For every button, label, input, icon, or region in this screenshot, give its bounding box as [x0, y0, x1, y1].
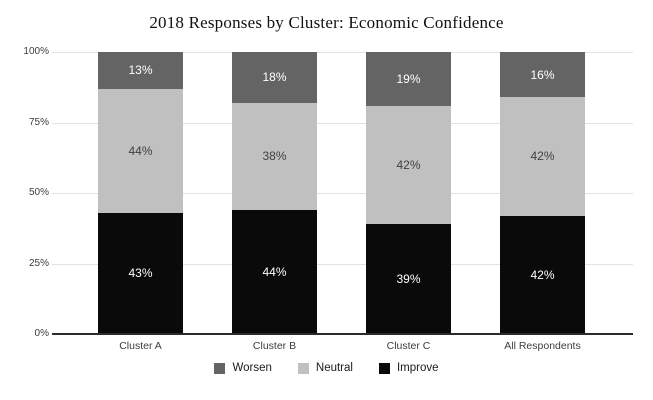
y-tick-label: 100% [23, 46, 49, 57]
legend-swatch [378, 362, 390, 374]
legend: Worsen Neutral Improve [0, 362, 653, 374]
bar-cluster-a: 13% 44% 43% [98, 52, 183, 334]
segment-improve: 43% [98, 212, 183, 334]
y-tick-label: 75% [28, 116, 49, 128]
gridline [52, 263, 633, 265]
legend-label: Neutral [315, 362, 353, 374]
x-axis-line [52, 333, 633, 335]
legend-label: Worsen [232, 362, 272, 374]
x-axis-label: All Respondents [504, 340, 581, 352]
segment-value-label: 42% [396, 157, 421, 172]
chart-title: 2018 Responses by Cluster: Economic Conf… [149, 13, 504, 32]
segment-value-label: 42% [530, 267, 555, 282]
segment-worsen: 16% [500, 52, 585, 98]
legend-item-worsen: Worsen [214, 362, 272, 374]
segment-neutral: 42% [500, 97, 585, 216]
bar-cluster-c: 19% 42% 39% [366, 52, 451, 334]
segment-worsen: 13% [98, 52, 183, 89]
segment-worsen: 19% [366, 52, 451, 106]
segment-value-label: 44% [262, 264, 287, 279]
x-axis-labels: Cluster A Cluster B Cluster C All Responden… [52, 340, 633, 352]
gridline [52, 52, 633, 53]
x-axis-label: Cluster A [119, 340, 162, 352]
bar-cluster-b: 18% 38% 44% [232, 52, 317, 334]
plot-area: 13% 44% 43% 18% 38% 44% 19% 42% 39% 16% 42% 42% [52, 52, 633, 335]
segment-value-label: 19% [396, 71, 421, 86]
legend-item-neutral: Neutral [297, 362, 353, 374]
legend-swatch [214, 362, 226, 374]
x-axis-label: Cluster B [252, 340, 297, 352]
segment-value-label: 13% [128, 63, 153, 78]
y-tick-label: 0% [34, 328, 49, 339]
gridline [52, 122, 633, 124]
segment-improve: 42% [500, 215, 585, 334]
segment-value-label: 44% [128, 143, 153, 158]
segment-neutral: 44% [98, 88, 183, 213]
y-tick-label: 25% [28, 257, 49, 269]
segment-neutral: 38% [232, 102, 317, 210]
segment-worsen: 18% [232, 52, 317, 103]
gridline [52, 193, 633, 194]
y-axis: 0% 25% 50% 75% 100% [0, 46, 49, 339]
bars-row: 13% 44% 43% 18% 38% 44% 19% 42% 39% 16% 42% 42% [52, 52, 633, 334]
segment-value-label: 43% [128, 266, 153, 281]
segment-value-label: 18% [262, 70, 287, 85]
legend-swatch [297, 362, 309, 374]
segment-value-label: 38% [262, 149, 287, 164]
segment-improve: 39% [366, 224, 451, 334]
segment-neutral: 42% [366, 105, 451, 225]
x-axis-label: Cluster C [386, 340, 431, 352]
bar-all-respondents: 16% 42% 42% [500, 52, 585, 334]
legend-label: Improve [396, 362, 439, 374]
legend-item-improve: Improve [378, 362, 439, 374]
segment-value-label: 39% [396, 272, 421, 286]
segment-improve: 44% [232, 209, 317, 334]
y-tick-label: 50% [28, 187, 49, 198]
segment-value-label: 42% [530, 149, 555, 164]
segment-value-label: 16% [530, 67, 555, 82]
